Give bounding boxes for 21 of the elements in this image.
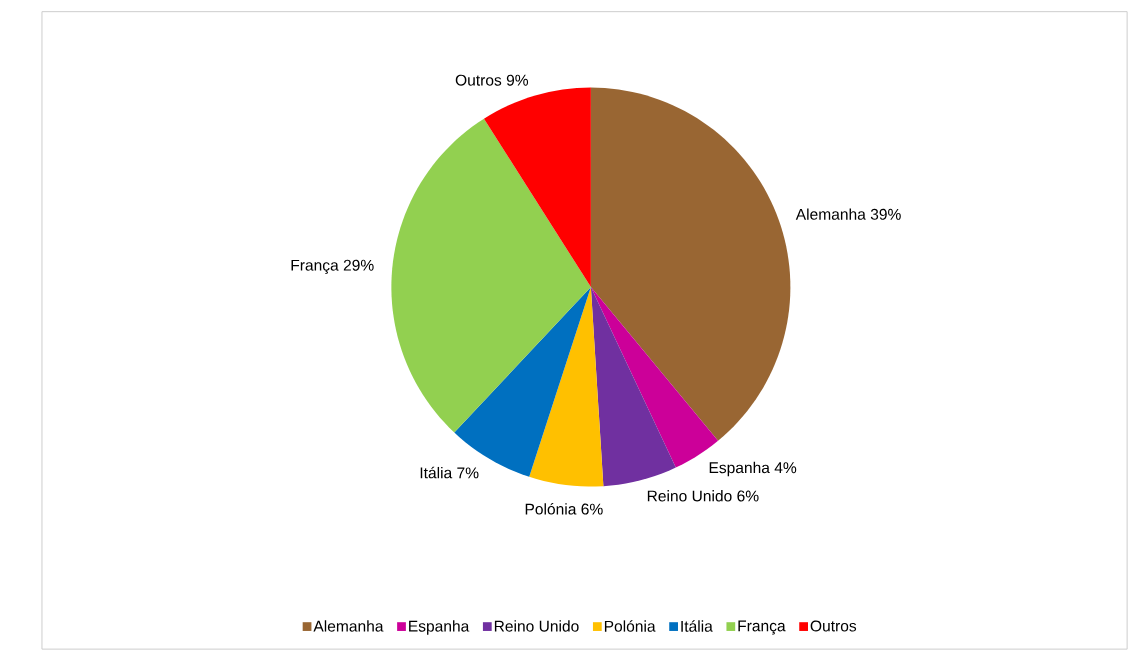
slice-label: Polónia [525, 502, 577, 515]
slice-label: Alemanha [795, 208, 866, 220]
slice-label: Itália [420, 466, 453, 479]
legend-label: Outros [810, 620, 857, 632]
slice-label: Outros [455, 74, 502, 86]
slice-label: França [291, 259, 339, 274]
legend-label: Alemanha [313, 620, 384, 632]
data-label: 6% [737, 490, 759, 502]
data-label: 39% [870, 208, 901, 220]
legend-label: Polónia [604, 620, 656, 632]
data-label: 4% [774, 462, 797, 474]
legend-label: Espanha [409, 620, 470, 635]
slice-label: Reino Unido [647, 490, 732, 502]
legend-label: Reino Unido [494, 620, 579, 632]
data-label: 9% [506, 74, 529, 86]
data-label: 6% [581, 503, 603, 515]
data-label: 7% [457, 467, 479, 479]
data-label: 29% [343, 259, 374, 271]
legend-label: Itália [681, 620, 713, 632]
slice-label: Espanha [709, 461, 770, 477]
legend-label: França [738, 620, 786, 635]
